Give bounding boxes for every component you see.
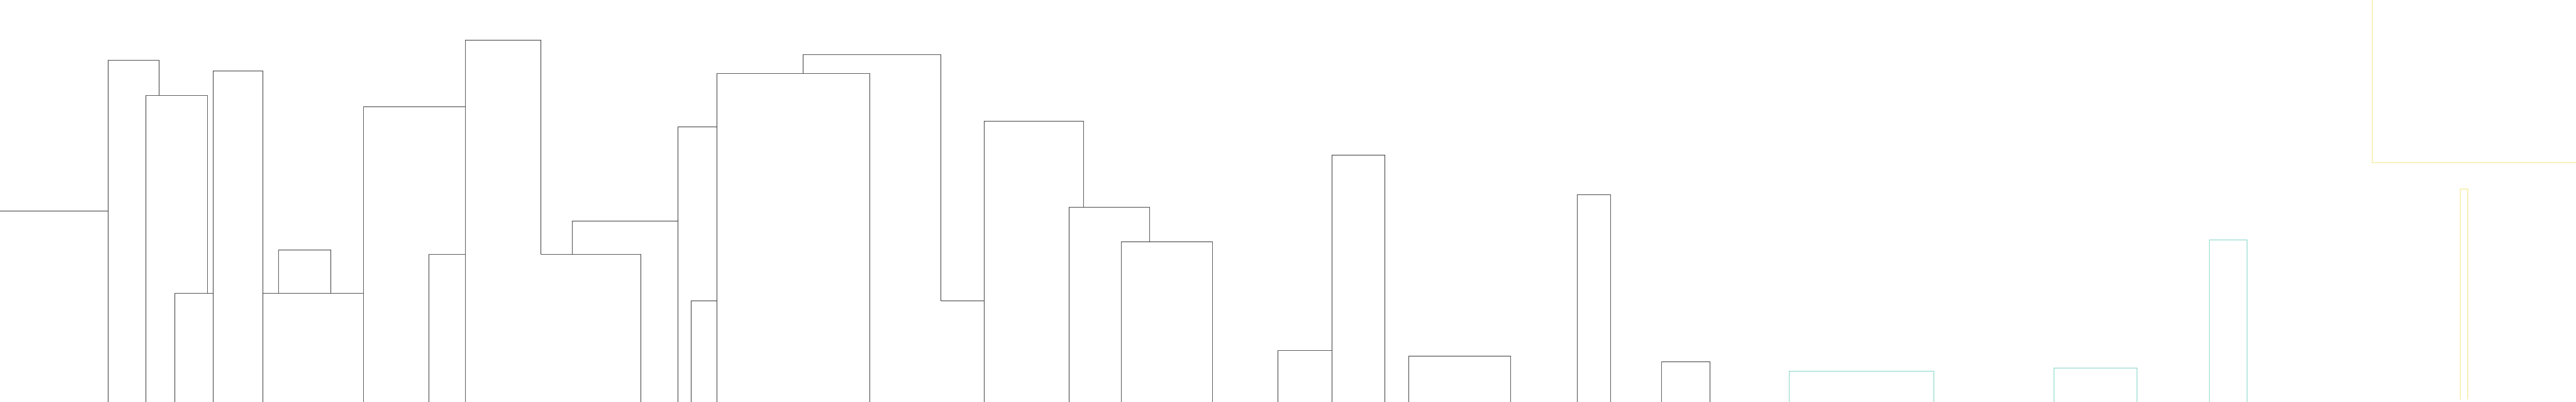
building-outline <box>145 95 208 402</box>
tower-outline-yellow <box>2372 0 2576 163</box>
building-outline <box>984 121 1084 402</box>
building-outline-teal <box>1789 371 1935 402</box>
building-outline <box>1408 356 1511 402</box>
building-outline <box>263 293 364 402</box>
building-outline <box>108 60 160 402</box>
building-outline <box>1661 361 1711 402</box>
building-outline <box>941 300 985 402</box>
building-outline <box>677 126 717 402</box>
building-outline <box>428 254 465 402</box>
building-outline <box>541 254 641 402</box>
building-outline <box>465 40 541 402</box>
building-outline <box>213 70 264 402</box>
building-outline <box>572 220 678 254</box>
building-outline <box>363 106 465 293</box>
building-outline <box>691 300 717 402</box>
building-outline <box>1121 241 1213 402</box>
building-outline <box>1577 194 1611 402</box>
building-outline-teal <box>2053 367 2138 402</box>
building-outline <box>174 293 213 402</box>
building-outline <box>1277 350 1332 402</box>
building-outline <box>716 73 870 402</box>
building-outline <box>1069 207 1150 402</box>
pillar-outline-yellow <box>2460 188 2468 399</box>
building-outline <box>1331 155 1385 402</box>
building-outline <box>278 249 331 293</box>
building-outline-teal <box>2209 239 2248 402</box>
building-outline <box>802 54 941 301</box>
